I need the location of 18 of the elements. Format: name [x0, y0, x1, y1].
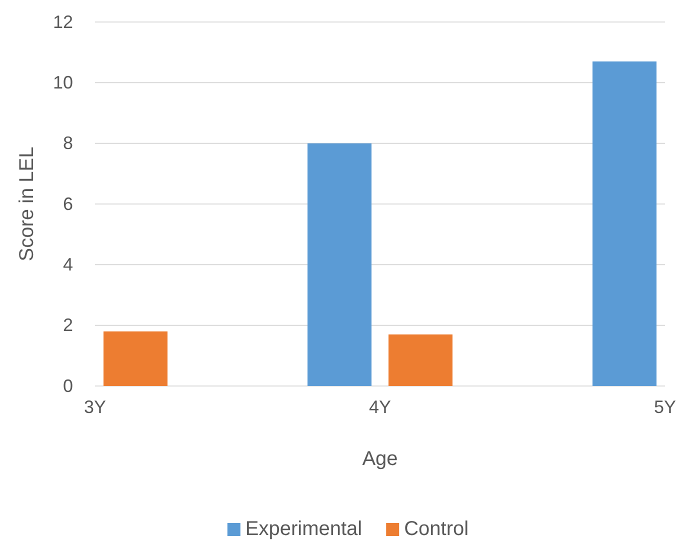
x-tick-label: 5Y — [654, 396, 676, 417]
legend-label: Experimental — [245, 518, 362, 540]
bar — [388, 334, 452, 386]
y-axis-title: Score in LEL — [16, 146, 38, 262]
x-tick-label: 4Y — [368, 396, 392, 417]
y-tick-label: 2 — [62, 315, 73, 336]
x-axis-title: Age — [362, 448, 398, 470]
y-tick-label: 4 — [62, 254, 73, 274]
y-tick-label: 12 — [52, 12, 73, 32]
bar — [104, 331, 168, 386]
y-tick-label: 0 — [62, 376, 73, 396]
y-tick-label: 8 — [62, 133, 73, 154]
y-tick-label: 6 — [62, 194, 73, 214]
bar — [308, 143, 372, 386]
bar — [592, 61, 656, 386]
legend-label: Control — [404, 518, 469, 540]
y-tick-label: 10 — [52, 72, 73, 92]
x-tick-label: 3Y — [84, 396, 106, 417]
